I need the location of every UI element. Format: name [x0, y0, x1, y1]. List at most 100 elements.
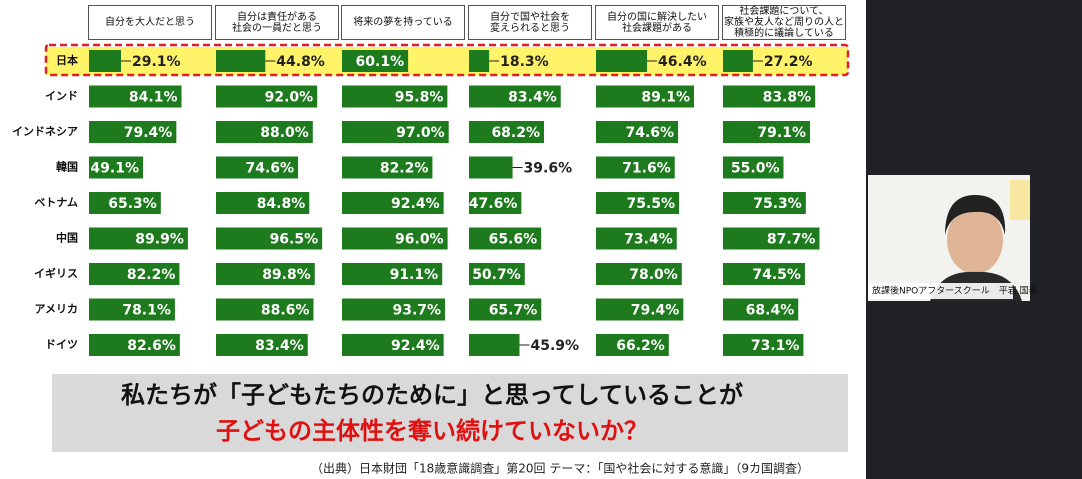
message-line1: 私たちが「子どもたちのために」と思ってしていることが: [121, 381, 743, 409]
bar: [89, 156, 144, 179]
value-label: 79.1%: [757, 125, 806, 141]
value-label: 45.9%: [530, 338, 579, 354]
bar: [469, 334, 520, 356]
value-label: 96.5%: [270, 232, 319, 248]
value-label: 66.2%: [616, 338, 665, 354]
bar: [469, 156, 513, 179]
value-label: 84.1%: [129, 90, 178, 106]
value-label: 65.3%: [108, 196, 157, 212]
value-label: 95.8%: [395, 90, 444, 106]
bar: [596, 298, 684, 321]
value-label: 73.4%: [624, 232, 673, 248]
bar: [216, 227, 323, 250]
category-label: ベトナム: [34, 196, 78, 209]
bar: [216, 121, 313, 143]
bar: [723, 334, 804, 356]
category-label: 中国: [56, 231, 78, 245]
bar: [216, 50, 266, 72]
column-header: 自分を大人だと思う: [88, 5, 212, 40]
bar: [89, 263, 180, 285]
value-label: 82.2%: [380, 161, 429, 177]
value-label: 96.0%: [395, 232, 444, 248]
poster: [1010, 180, 1030, 220]
value-label: 55.0%: [731, 161, 780, 177]
bar: [342, 227, 448, 250]
value-label: 84.8%: [257, 196, 306, 212]
bar: [342, 192, 444, 214]
value-label: 47.6%: [469, 196, 518, 212]
bar: [89, 121, 177, 143]
bar: [596, 156, 675, 179]
value-label: 82.6%: [127, 338, 176, 354]
face: [947, 206, 1003, 274]
value-label: 65.6%: [489, 232, 538, 248]
column-header: 自分で国や社会を 変えられると思う: [468, 5, 592, 40]
value-label: 87.7%: [767, 232, 816, 248]
bar: [596, 50, 648, 72]
bar: [216, 334, 308, 356]
bar: [723, 298, 799, 321]
value-label: 60.1%: [356, 54, 405, 70]
value-label: 46.4%: [658, 54, 707, 70]
bar: [723, 156, 784, 179]
source: （出典）日本財団「18歳意識調査」第20回 テーマ：「国や社会に対する意識」（9…: [311, 461, 809, 476]
bar: [342, 50, 409, 72]
bar: [216, 192, 310, 214]
value-label: 50.7%: [472, 267, 521, 283]
column-header: 自分は責任がある 社会の一員だと思う: [215, 5, 339, 40]
bar: [469, 227, 542, 250]
bar: [342, 156, 433, 179]
value-label: 91.1%: [390, 267, 439, 283]
category-label: インド: [45, 90, 78, 103]
video-tile: 放課後NPOアフタースクール 平岩 国泰: [868, 175, 1038, 301]
bar: [723, 227, 820, 250]
bar: [469, 263, 525, 285]
bar: [596, 227, 677, 250]
value-label: 29.1%: [132, 54, 181, 70]
category-label: インドネシア: [12, 125, 78, 138]
bar: [469, 298, 542, 321]
column-header: 自分の国に解決したい 社会課題がある: [595, 5, 719, 40]
category-label: ドイツ: [45, 338, 78, 351]
value-label: 92.4%: [391, 196, 440, 212]
caption-bg: [868, 283, 1013, 299]
value-label: 75.3%: [753, 196, 802, 212]
bar: [469, 192, 522, 214]
value-label: 93.7%: [392, 303, 441, 319]
value-label: 83.4%: [508, 90, 557, 106]
category-label: アメリカ: [35, 303, 78, 316]
bar: [342, 334, 444, 356]
bar: [342, 298, 446, 321]
value-label: 78.0%: [629, 267, 678, 283]
bar: [596, 334, 669, 356]
value-label: 97.0%: [396, 125, 445, 141]
bar: [342, 85, 448, 108]
bar: [216, 263, 315, 285]
category-label: イギリス: [34, 266, 78, 280]
video-caption: 放課後NPOアフタースクール 平岩 国泰: [872, 285, 1038, 297]
value-label: 65.7%: [489, 303, 538, 319]
column-header: 社会課題について、 家族や友人など周りの人と 積極的に議論している: [722, 5, 846, 40]
value-label: 89.9%: [135, 232, 184, 248]
value-label: 27.2%: [764, 54, 813, 70]
value-label: 68.2%: [491, 125, 540, 141]
category-label: 日本: [56, 53, 78, 67]
value-label: 83.8%: [763, 90, 812, 106]
bar: [89, 298, 175, 321]
highlight-row: [46, 47, 848, 75]
value-label: 75.5%: [626, 196, 675, 212]
value-label: 78.1%: [122, 303, 171, 319]
value-label: 18.3%: [500, 54, 549, 70]
bar: [216, 156, 299, 179]
value-label: 74.6%: [625, 125, 674, 141]
bar: [342, 121, 449, 143]
value-label: 49.1%: [90, 161, 139, 177]
value-label: 88.0%: [260, 125, 309, 141]
value-label: 89.8%: [262, 267, 311, 283]
value-label: 88.6%: [261, 303, 310, 319]
message-box: [52, 374, 848, 452]
bar: [216, 298, 314, 321]
highlight-border: [44, 43, 850, 77]
bar: [89, 192, 161, 214]
